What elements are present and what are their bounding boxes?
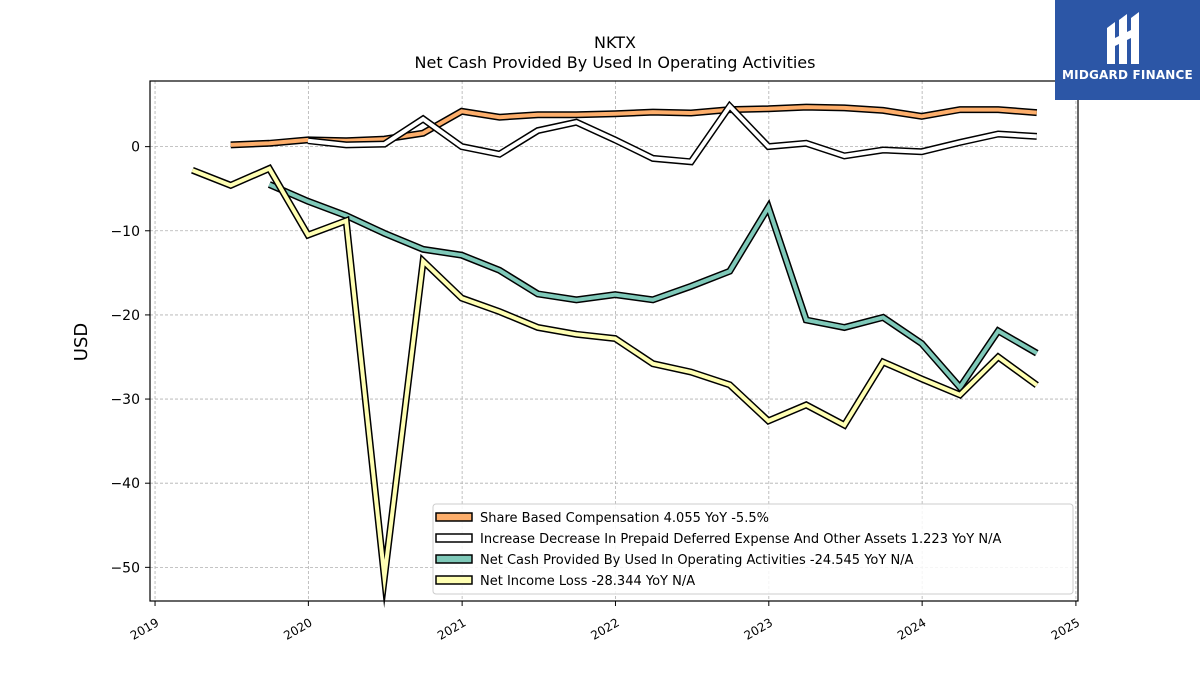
brand-name: MIDGARD FINANCE [1062, 68, 1193, 82]
y-tick-label: −10 [110, 224, 140, 240]
x-tick-label: 2023 [742, 615, 775, 642]
chart-title: NKTX [594, 33, 636, 52]
series-line-outline [267, 181, 1039, 394]
series-line [191, 165, 1038, 595]
series-line [268, 182, 1038, 391]
legend-label: Increase Decrease In Prepaid Deferred Ex… [480, 532, 1001, 547]
x-tick-label: 2019 [128, 615, 161, 642]
x-tick-label: 2025 [1049, 615, 1082, 642]
y-tick-label: 0 [131, 140, 140, 156]
plot-frame [149, 80, 1079, 602]
legend-swatch [435, 533, 473, 543]
series-3 [267, 181, 1039, 394]
legend-swatch [435, 575, 473, 585]
legend-label: Share Based Compensation 4.055 YoY -5.5% [480, 511, 769, 526]
x-tick-label: 2020 [281, 615, 314, 642]
y-axis-label: USD [71, 323, 92, 361]
legend-box [432, 503, 1074, 595]
series-4 [191, 164, 1039, 609]
legend-swatch [435, 554, 473, 564]
x-tick-label: 2024 [895, 615, 928, 642]
y-tick-label: −40 [110, 476, 140, 492]
legend-label: Net Cash Provided By Used In Operating A… [480, 553, 914, 568]
series-2 [307, 100, 1038, 166]
series-1 [230, 103, 1038, 149]
brand-logo: MIDGARD FINANCE [1055, 0, 1200, 100]
x-tick-label: 2021 [435, 615, 468, 642]
legend-label: Net Income Loss -28.344 YoY N/A [480, 574, 695, 589]
legend: Share Based Compensation 4.055 YoY -5.5%… [432, 503, 1074, 595]
y-tick-label: −30 [110, 392, 140, 408]
series-group [191, 100, 1039, 609]
y-tick-label: −20 [110, 308, 140, 324]
y-tick-label: −50 [110, 560, 140, 576]
chart-subtitle: Net Cash Provided By Used In Operating A… [415, 53, 816, 72]
series-line [230, 105, 1037, 147]
x-tick-label: 2022 [588, 615, 621, 642]
series-line [307, 103, 1037, 164]
legend-swatch [435, 512, 473, 522]
midgard-logo-icon [1107, 12, 1139, 64]
